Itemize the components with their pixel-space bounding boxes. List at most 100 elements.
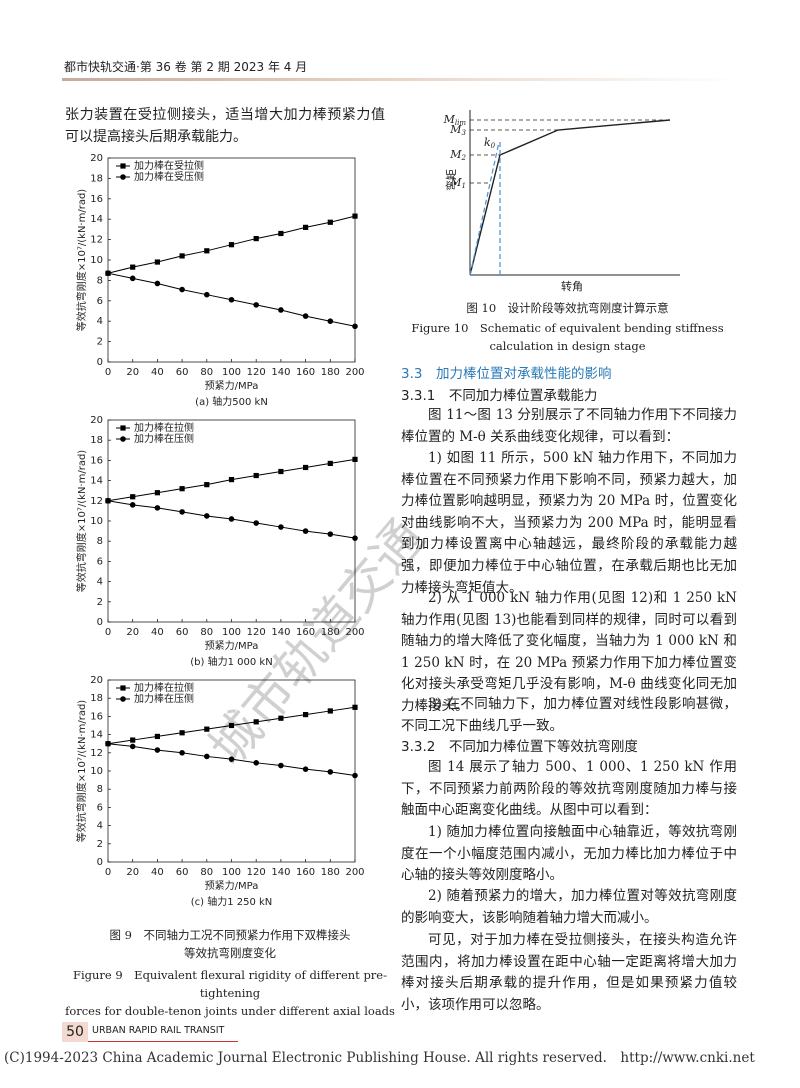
marker xyxy=(352,456,358,462)
y-axis-label: 弯矩 xyxy=(444,169,458,191)
marker xyxy=(179,750,185,756)
marker xyxy=(253,520,259,526)
legend-marker xyxy=(120,425,126,431)
x-tick-label: 0 xyxy=(105,867,111,878)
legend-label: 加力棒在压侧 xyxy=(134,432,194,445)
level-sub: 2 xyxy=(461,154,467,162)
x-tick-label: 80 xyxy=(200,867,213,878)
x-tick-label: 60 xyxy=(176,867,189,878)
chart-caption: (a) 轴力500 kN xyxy=(195,395,268,408)
caption-line: 图 10 设计阶段等效抗弯刚度计算示意 xyxy=(466,301,669,315)
slope-sub: 0 xyxy=(491,142,496,150)
marker xyxy=(154,505,161,511)
marker xyxy=(129,743,136,750)
marker xyxy=(352,323,358,330)
y-tick-label: 0 xyxy=(97,357,103,368)
y-tick-label: 0 xyxy=(97,857,103,868)
x-tick-label: 0 xyxy=(105,627,111,638)
y-tick-label: 16 xyxy=(90,455,103,466)
marker xyxy=(154,490,160,496)
level-label: M2 xyxy=(449,148,466,162)
marker xyxy=(228,756,235,762)
x-tick-label: 160 xyxy=(296,367,315,378)
y-tick-label: 2 xyxy=(97,337,103,348)
legend-marker xyxy=(120,696,126,702)
y-tick-label: 4 xyxy=(97,577,103,588)
x-tick-label: 40 xyxy=(151,867,164,878)
header-rule xyxy=(62,78,742,81)
y-tick-label: 8 xyxy=(97,784,103,795)
y-tick-label: 0 xyxy=(97,617,103,628)
y-tick-label: 16 xyxy=(90,711,103,722)
level-sub: 3 xyxy=(462,129,467,137)
figure10-caption: 图 10 设计阶段等效抗弯刚度计算示意 Figure 10 Schematic … xyxy=(400,299,735,355)
section-heading: 3.3.2 不同加力棒位置下等效抗弯刚度 xyxy=(401,739,638,755)
marker xyxy=(253,760,259,766)
footer: 50 URBAN RAPID RAIL TRANSIT xyxy=(62,1022,238,1042)
section-heading: 3.3.1 不同加力棒位置承载能力 xyxy=(401,388,598,404)
x-tick-label: 60 xyxy=(176,367,189,378)
y-tick-label: 14 xyxy=(90,476,103,487)
marker xyxy=(154,280,161,287)
x-axis-label: 预紧力/MPa xyxy=(205,379,259,392)
legend-marker xyxy=(120,163,126,169)
marker xyxy=(228,476,235,483)
y-tick-label: 18 xyxy=(90,435,103,446)
caption-line: Figure 9 Equivalent flexural rigidity of… xyxy=(72,968,388,1000)
y-tick-label: 4 xyxy=(97,316,103,327)
y-tick-label: 6 xyxy=(97,556,103,567)
marker xyxy=(302,766,309,772)
y-tick-label: 14 xyxy=(90,730,103,741)
marker xyxy=(105,740,111,747)
x-tick-label: 180 xyxy=(321,867,340,878)
caption-line: Figure 10 Schematic of equivalent bendin… xyxy=(411,321,724,335)
x-tick-label: 20 xyxy=(126,627,139,638)
level-sub: lim xyxy=(455,119,466,127)
x-tick-label: 100 xyxy=(222,867,241,878)
tangent xyxy=(469,141,500,276)
x-tick-label: 120 xyxy=(247,367,266,378)
marker xyxy=(179,509,185,515)
level-main: M xyxy=(449,148,462,161)
marker xyxy=(228,722,235,729)
slope-main: k xyxy=(484,136,491,149)
marker xyxy=(278,524,284,530)
paragraph: 1) 如图 11 所示，500 kN 轴力作用下，不同加力棒位置在不同预紧力作用… xyxy=(401,450,737,596)
paragraph: 1) 随加力棒位置向接触面中心轴靠近，等效抗弯刚度在一个小幅度范围内减小，无加力… xyxy=(401,824,737,884)
y-tick-label: 10 xyxy=(90,516,103,527)
marker xyxy=(302,313,309,319)
caption-line: calculation in design stage xyxy=(489,339,646,353)
marker xyxy=(327,318,334,325)
x-tick-label: 0 xyxy=(105,367,111,378)
x-tick-label: 20 xyxy=(126,867,139,878)
caption-line: 图 9 不同轴力工况不同预紧力作用下双榫接头 xyxy=(109,928,351,942)
marker xyxy=(228,242,235,248)
y-tick-label: 12 xyxy=(90,235,103,246)
x-tick-label: 200 xyxy=(345,367,364,378)
legend-marker xyxy=(120,685,126,691)
marker xyxy=(327,460,333,467)
marker xyxy=(302,528,309,534)
header: 都市快轨交通·第 36 卷 第 2 期 2023 年 4 月 xyxy=(64,60,308,74)
paragraph: 2) 随着预紧力的增大，加力棒位置对等效抗弯刚度的影响变大，该影响随着轴力增大而… xyxy=(401,888,737,926)
y-tick-label: 20 xyxy=(90,675,103,686)
marker xyxy=(129,275,136,282)
x-tick-label: 160 xyxy=(296,867,315,878)
x-tick-label: 80 xyxy=(200,627,213,638)
left-text: 张力装置在受拉侧接头，适当增大加力棒预紧力值可以提高接头后期承载能力。 xyxy=(65,107,385,145)
level-label: Mlim xyxy=(443,113,467,127)
curve xyxy=(469,119,671,276)
marker xyxy=(278,762,284,769)
x-tick-label: 200 xyxy=(345,627,364,638)
y-tick-label: 16 xyxy=(90,194,103,205)
legend-label: 加力棒在压侧 xyxy=(134,692,194,705)
x-tick-label: 120 xyxy=(247,867,266,878)
journal-name: URBAN RAPID RAIL TRANSIT xyxy=(92,1025,225,1036)
y-tick-label: 12 xyxy=(90,748,103,759)
level-main: M xyxy=(443,113,456,126)
marker xyxy=(228,516,235,522)
x-tick-label: 180 xyxy=(321,627,340,638)
marker xyxy=(327,219,333,225)
